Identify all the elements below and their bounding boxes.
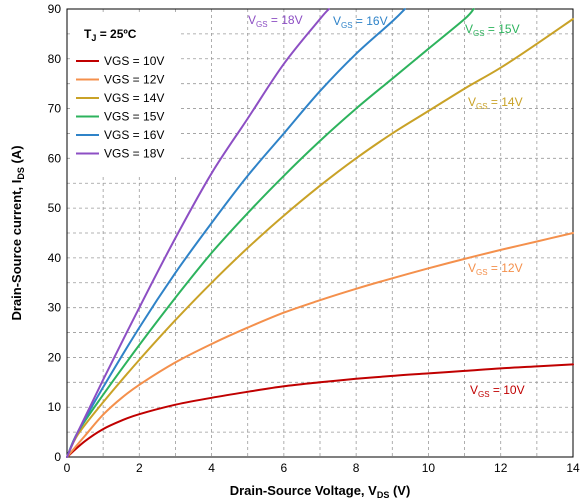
legend-label-5: VGS = 16V: [104, 128, 164, 142]
y-tick-label: 20: [48, 350, 62, 364]
legend-label-4: VGS = 15V: [104, 110, 164, 124]
y-tick-label: 30: [48, 301, 62, 315]
series-annotation-3: VGS = 14V: [468, 95, 523, 111]
x-tick-label: 12: [494, 461, 508, 475]
annotation-sub: GS: [476, 268, 488, 277]
legend-label-2: VGS = 12V: [104, 73, 164, 87]
x-axis-title-sub: DS: [377, 490, 390, 500]
series-line-4: [66, 8, 475, 458]
x-tick-label: 4: [208, 461, 215, 475]
legend-entries: VGS = 10V VGS = 12V VGS = 14V VGS = 15V VGS …: [76, 54, 164, 161]
y-tick-label: 70: [48, 102, 62, 116]
y-tick-label: 10: [48, 400, 62, 414]
annotation-sub: GS: [473, 29, 485, 38]
temperature-note: TJ = 25ºC: [84, 27, 137, 43]
series-annotation-4: VGS = 15V: [465, 22, 520, 38]
annotation-tail: = 16V: [353, 14, 388, 28]
x-tick-label: 14: [566, 461, 580, 475]
annotation-main: V: [468, 95, 476, 109]
annotation-main: V: [470, 383, 478, 397]
y-tick-label: 60: [48, 151, 62, 165]
annotation-main: V: [468, 261, 476, 275]
x-tick-label: 2: [136, 461, 143, 475]
legend-box: [70, 14, 178, 177]
annotation-tail: = 10V: [490, 383, 525, 397]
annotation-sub: GS: [478, 390, 490, 399]
y-axis-title: Drain-Source current, IDS (A): [9, 145, 26, 320]
series-annotation-6: VGS = 18V: [248, 13, 303, 29]
legend-label-6: VGS = 18V: [104, 147, 164, 161]
annotation-tail: = 14V: [488, 95, 523, 109]
series-line-1: [66, 363, 574, 458]
legend-label-1: VGS = 10V: [104, 54, 164, 68]
x-tick-label: 10: [422, 461, 436, 475]
y-tick-label: 40: [48, 251, 62, 265]
y-tick-label: 80: [48, 52, 62, 66]
y-tick-label: 50: [48, 201, 62, 215]
x-tick-label: 0: [64, 461, 71, 475]
note-tail: = 25ºC: [96, 27, 136, 41]
annotation-tail: = 18V: [268, 13, 303, 27]
note-main: T: [84, 27, 92, 41]
x-tick-label: 6: [281, 461, 288, 475]
series-line-6: [66, 8, 330, 458]
y-axis-title-sub: DS: [16, 167, 26, 180]
legend-label-3: VGS = 14V: [104, 91, 164, 105]
series-lines: [66, 8, 574, 458]
series-line-5: [66, 8, 406, 458]
x-tick-label: 8: [353, 461, 360, 475]
annotation-sub: GS: [341, 21, 353, 30]
series-line-2: [66, 232, 574, 458]
axis-ticks: 0 2 4 6 8 10 12 14 0 10 20 30 40 50 60 70 80 90: [48, 2, 580, 475]
annotation-tail: = 12V: [488, 261, 523, 275]
series-line-3: [66, 18, 574, 458]
annotation-sub: GS: [476, 102, 488, 111]
annotation-main: V: [248, 13, 256, 27]
annotation-tail: = 15V: [485, 22, 520, 36]
y-axis-title-tail: (A): [9, 145, 24, 167]
y-axis-title-main: Drain-Source current, I: [9, 180, 24, 321]
series-annotation-1: VGS = 10V: [470, 383, 525, 399]
y-tick-label: 90: [48, 2, 62, 16]
series-annotation-2: VGS = 12V: [468, 261, 523, 277]
x-axis-title-main: Drain-Source Voltage, V: [230, 483, 377, 498]
x-axis-title: Drain-Source Voltage, VDS (V): [230, 483, 411, 500]
y-tick-label: 0: [54, 450, 61, 464]
annotation-main: V: [465, 22, 473, 36]
series-annotation-5: VGS = 16V: [333, 14, 388, 30]
x-axis-title-tail: (V): [389, 483, 410, 498]
annotation-sub: GS: [256, 20, 268, 29]
note-sub: J: [91, 33, 96, 43]
annotation-main: V: [333, 14, 341, 28]
